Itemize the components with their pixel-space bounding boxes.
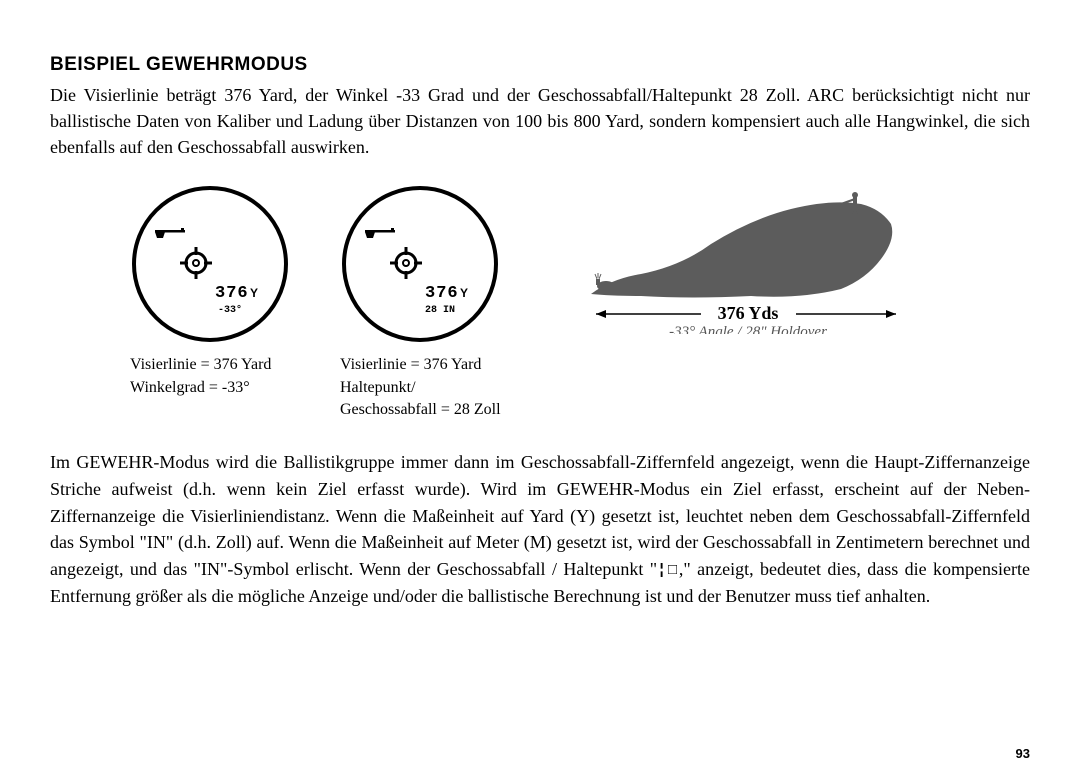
intro-paragraph: Die Visierlinie beträgt 376 Yard, der Wi… [50,82,1030,160]
scope2-sub: 28 IN [425,305,455,316]
illus-sub-label: -33° Angle / 28" Holdover [669,324,827,334]
scope1-caption: Visierlinie = 376 Yard Winkelgrad = -33° [130,354,271,399]
scope2-distance: 376 [425,284,459,303]
caption-line: Visierlinie = 376 Yard [340,354,501,376]
hill-shape [591,203,892,298]
scope1-sub: -33° [218,304,242,316]
scope-circle-1: 376 Y -33° [130,184,290,344]
scope1-unit: Y [250,286,258,300]
landscape-svg: 376 Yds -33° Angle / 28" Holdover [571,184,921,334]
scope-figure-2: 376 Y 28 IN Visierlinie = 376 Yard Halte… [340,184,501,421]
display-icon: ¦□ [657,562,679,579]
scope2-unit: Y [460,286,468,300]
landscape-illustration: 376 Yds -33° Angle / 28" Holdover [571,184,921,334]
scope2-caption: Visierlinie = 376 Yard Haltepunkt/ Gesch… [340,354,501,421]
page-number: 93 [1016,746,1030,761]
caption-line: Winkelgrad = -33° [130,377,271,399]
figure-row: 376 Y -33° Visierlinie = 376 Yard Winkel… [50,184,1030,421]
caption-line: Geschossabfall = 28 Zoll [340,399,501,421]
scope-circle-2: 376 Y 28 IN [340,184,500,344]
section-heading: BEISPIEL GEWEHRMODUS [50,54,1030,76]
illus-main-label: 376 Yds [717,303,778,323]
scope1-distance: 376 [215,284,249,303]
body-paragraph: Im GEWEHR-Modus wird die Ballistikgruppe… [50,449,1030,609]
scope-figure-1: 376 Y -33° Visierlinie = 376 Yard Winkel… [130,184,290,399]
caption-line: Haltepunkt/ [340,377,501,399]
caption-line: Visierlinie = 376 Yard [130,354,271,376]
